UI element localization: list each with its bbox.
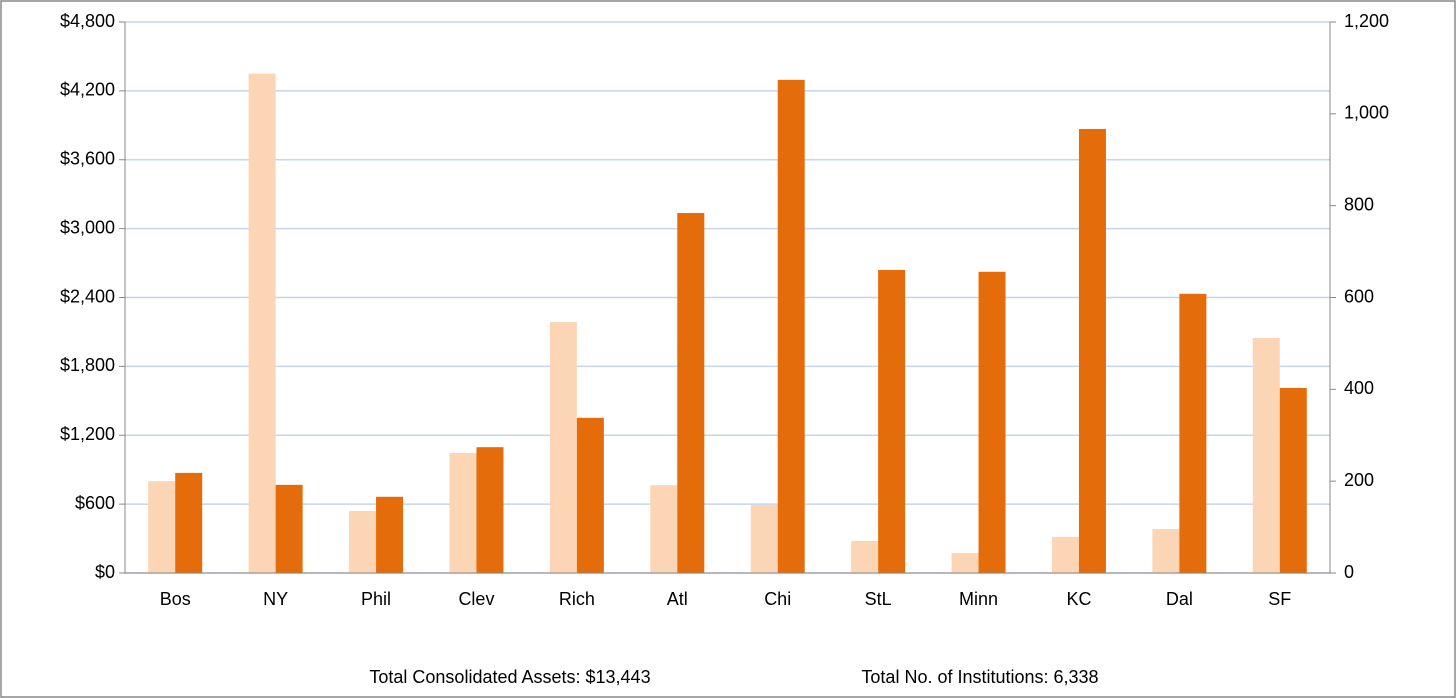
- x-tick-label: Clev: [458, 589, 494, 609]
- bar: [576, 417, 604, 573]
- y2-tick-label: 600: [1344, 286, 1374, 306]
- total-institutions: Total No. of Institutions: 6,338: [861, 667, 1098, 687]
- bar: [248, 73, 276, 573]
- y-tick-label: $1,200: [60, 424, 115, 444]
- x-tick-label: StL: [865, 589, 892, 609]
- bar: [1252, 338, 1280, 573]
- x-tick-label: SF: [1268, 589, 1291, 609]
- y2-tick-label: 200: [1344, 470, 1374, 490]
- bar: [275, 484, 303, 573]
- bar: [349, 511, 377, 573]
- y2-tick-label: 1,000: [1344, 103, 1389, 123]
- y-tick-label: $0: [95, 562, 115, 582]
- bar: [1152, 529, 1180, 573]
- bar: [376, 496, 404, 573]
- bar: [851, 540, 879, 573]
- x-tick-label: Phil: [361, 589, 391, 609]
- y-tick-label: $4,800: [60, 11, 115, 31]
- x-tick-label: NY: [263, 589, 288, 609]
- bar: [175, 472, 203, 573]
- bar: [1078, 128, 1106, 573]
- bar: [878, 269, 906, 573]
- y-tick-label: $3,000: [60, 217, 115, 237]
- y-tick-label: $3,600: [60, 149, 115, 169]
- bar: [476, 447, 504, 573]
- y-tick-label: $4,200: [60, 80, 115, 100]
- bar: [148, 481, 176, 573]
- bar: [549, 322, 577, 573]
- bar: [1179, 293, 1207, 573]
- bar: [951, 553, 979, 573]
- bar: [449, 453, 477, 573]
- x-tick-label: KC: [1066, 589, 1091, 609]
- x-tick-label: Bos: [160, 589, 191, 609]
- y-tick-label: $1,800: [60, 355, 115, 375]
- y2-tick-label: 400: [1344, 378, 1374, 398]
- y2-tick-label: 1,200: [1344, 11, 1389, 31]
- bar: [750, 505, 778, 573]
- bar: [777, 79, 805, 573]
- bar: [650, 485, 678, 573]
- total-assets: Total Consolidated Assets: $13,443: [369, 667, 650, 687]
- y-tick-label: $2,400: [60, 286, 115, 306]
- y2-tick-label: 0: [1344, 562, 1354, 582]
- y-tick-label: $600: [75, 493, 115, 513]
- y2-tick-label: 800: [1344, 194, 1374, 214]
- x-tick-label: Chi: [764, 589, 791, 609]
- x-tick-label: Minn: [959, 589, 998, 609]
- bar: [677, 213, 705, 573]
- x-tick-label: Rich: [559, 589, 595, 609]
- bar: [1279, 387, 1307, 573]
- x-tick-label: Atl: [667, 589, 688, 609]
- bar: [978, 271, 1006, 573]
- bar: [1051, 536, 1079, 573]
- x-tick-label: Dal: [1166, 589, 1193, 609]
